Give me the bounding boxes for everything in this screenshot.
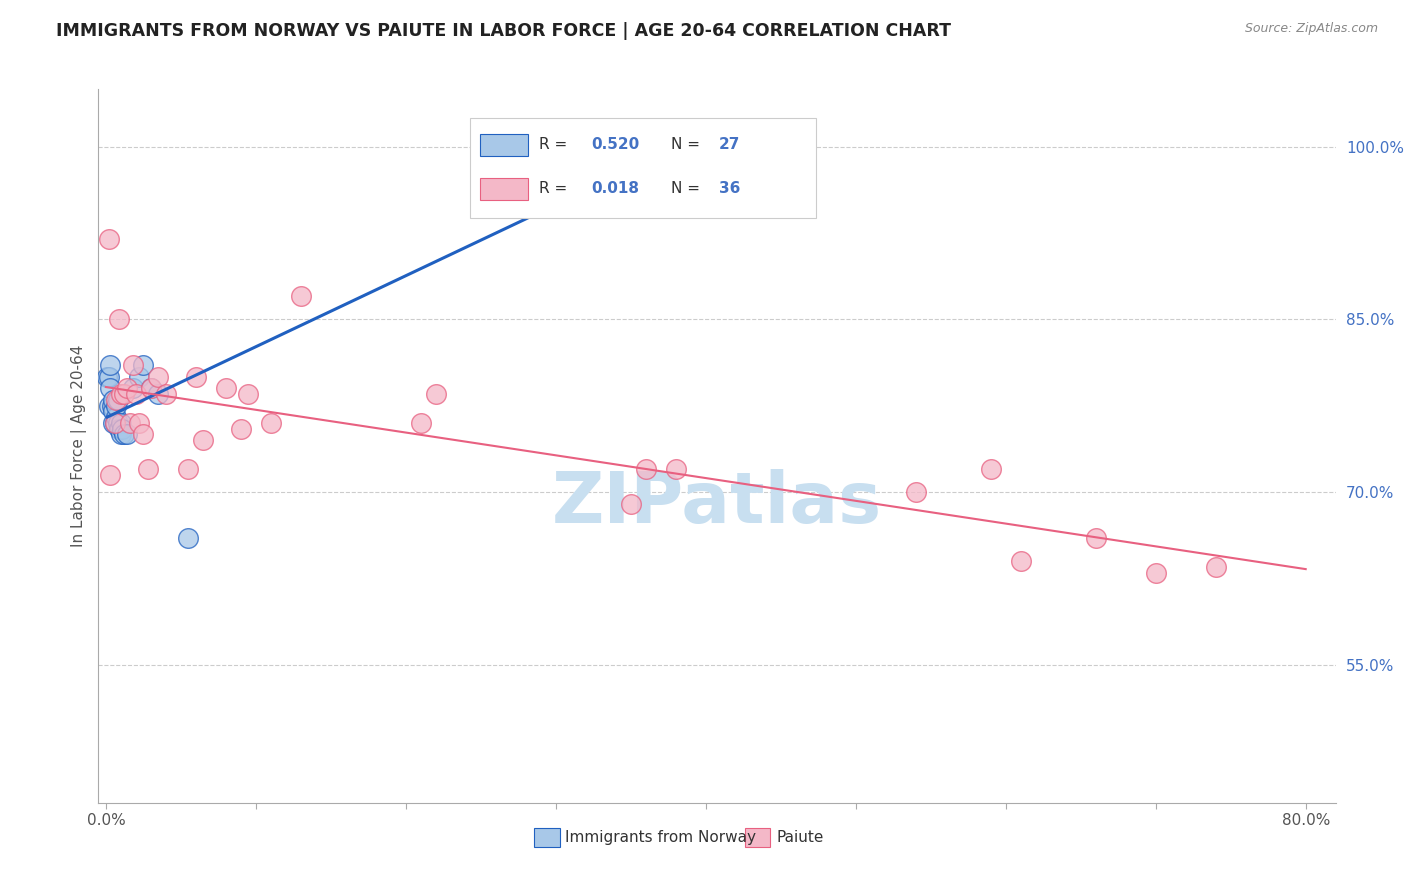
Point (904, 485, 927, 500)
Point (980, 462, 1002, 476)
Point (107, 416, 129, 430)
Point (111, 422, 134, 436)
Point (108, 422, 131, 436)
Point (148, 387, 170, 401)
Point (107, 392, 129, 407)
Point (115, 427, 138, 442)
Point (132, 359, 155, 373)
Text: 0.520: 0.520 (591, 137, 640, 153)
Point (108, 312, 131, 326)
Point (97, 370, 120, 384)
Point (620, 140, 643, 154)
Bar (479, 178, 529, 200)
Point (115, 381, 138, 395)
Point (103, 416, 125, 430)
Text: 36: 36 (718, 181, 741, 196)
Point (215, 381, 238, 395)
Text: N =: N = (671, 137, 704, 153)
Point (634, 462, 657, 476)
Point (122, 381, 145, 395)
Point (100, 467, 122, 482)
Text: ZIPatlas: ZIPatlas (553, 468, 882, 538)
Point (1010, 554, 1032, 568)
Point (139, 381, 162, 395)
Point (103, 392, 125, 407)
Point (1084, 531, 1107, 545)
Point (136, 462, 159, 476)
Text: R =: R = (538, 181, 572, 196)
Bar (479, 134, 529, 156)
Point (104, 416, 127, 430)
Text: Source: ZipAtlas.com: Source: ZipAtlas.com (1244, 22, 1378, 36)
Point (110, 387, 132, 401)
Text: 27: 27 (718, 137, 741, 153)
Point (132, 427, 155, 442)
Point (139, 381, 162, 395)
Point (112, 427, 135, 442)
Point (104, 416, 127, 430)
Point (177, 531, 200, 545)
Point (96, 370, 118, 384)
Point (103, 404, 125, 418)
Text: R =: R = (538, 137, 572, 153)
Point (110, 416, 132, 430)
Point (122, 359, 145, 373)
Point (193, 434, 215, 448)
Text: Paiute: Paiute (776, 830, 824, 845)
Point (1144, 566, 1167, 580)
Point (125, 387, 148, 401)
Text: IMMIGRANTS FROM NORWAY VS PAIUTE IN LABOR FORCE | AGE 20-64 CORRELATION CHART: IMMIGRANTS FROM NORWAY VS PAIUTE IN LABO… (56, 22, 952, 40)
Point (105, 399, 128, 413)
Point (260, 416, 283, 430)
Point (148, 370, 170, 384)
Point (184, 370, 207, 384)
Point (118, 416, 141, 430)
Point (155, 387, 177, 401)
Point (105, 392, 128, 407)
Text: N =: N = (671, 181, 704, 196)
Point (110, 427, 132, 442)
Point (425, 387, 447, 401)
Y-axis label: In Labor Force | Age 20-64: In Labor Force | Age 20-64 (72, 345, 87, 547)
Point (238, 387, 260, 401)
Point (97, 399, 120, 413)
Point (101, 399, 124, 413)
Point (128, 416, 150, 430)
Point (105, 410, 128, 425)
Point (100, 381, 122, 395)
Point (229, 422, 252, 436)
Point (128, 370, 150, 384)
Point (290, 289, 312, 303)
Point (112, 387, 135, 401)
Point (97, 232, 120, 246)
Text: Immigrants from Norway: Immigrants from Norway (565, 830, 756, 845)
Point (665, 462, 688, 476)
Text: 0.018: 0.018 (591, 181, 638, 196)
Point (1205, 559, 1227, 574)
Point (177, 462, 200, 476)
Point (409, 416, 432, 430)
Point (620, 497, 643, 511)
Point (100, 359, 122, 373)
